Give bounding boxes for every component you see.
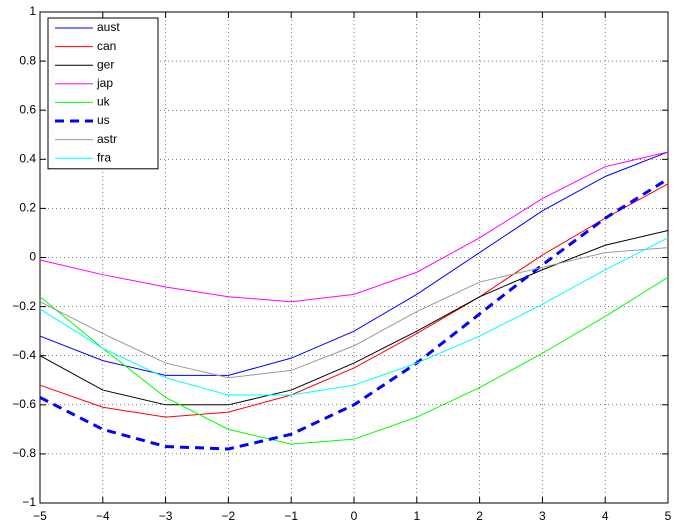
legend-label: uk: [97, 95, 111, 109]
legend-label: astr: [97, 132, 117, 146]
y-tick-label: 1: [29, 4, 36, 18]
legend-label: jap: [96, 76, 113, 90]
legend-label: us: [97, 113, 110, 127]
legend-label: can: [97, 39, 116, 53]
x-tick-label: 5: [665, 509, 672, 523]
series-line: [39, 151, 669, 303]
y-tick-label: −0.6: [12, 397, 36, 411]
x-tick-label: −1: [284, 509, 298, 523]
y-tick-label: 0.2: [19, 201, 36, 215]
y-tick-label: −0.4: [12, 348, 36, 362]
series-line: [39, 177, 669, 451]
legend-label: ger: [97, 57, 114, 71]
x-tick-label: −3: [159, 509, 173, 523]
x-tick-label: 0: [351, 509, 358, 523]
x-tick-label: 1: [413, 509, 420, 523]
y-tick-label: 0: [29, 250, 36, 264]
y-tick-label: 0.6: [19, 102, 36, 116]
x-tick-label: −4: [96, 509, 110, 523]
x-tick-label: −5: [33, 509, 47, 523]
y-tick-label: −1: [22, 495, 36, 509]
series-line: [39, 230, 669, 406]
x-tick-label: 3: [539, 509, 546, 523]
x-tick-label: 2: [476, 509, 483, 523]
axes-box: [39, 11, 669, 504]
series-line: [39, 151, 669, 376]
series-line: [39, 237, 669, 396]
x-tick-label: −2: [222, 509, 236, 523]
y-tick-label: 0.4: [19, 151, 36, 165]
legend-label: fra: [97, 150, 111, 164]
x-tick-label: 4: [602, 509, 609, 523]
legend-label: aust: [97, 20, 120, 34]
series-line: [39, 183, 669, 418]
legend-box: [47, 17, 159, 170]
y-tick-label: −0.8: [12, 446, 36, 460]
series-line: [39, 247, 669, 379]
y-tick-label: 0.8: [19, 53, 36, 67]
y-tick-label: −0.2: [12, 299, 36, 313]
series-line: [39, 276, 669, 445]
